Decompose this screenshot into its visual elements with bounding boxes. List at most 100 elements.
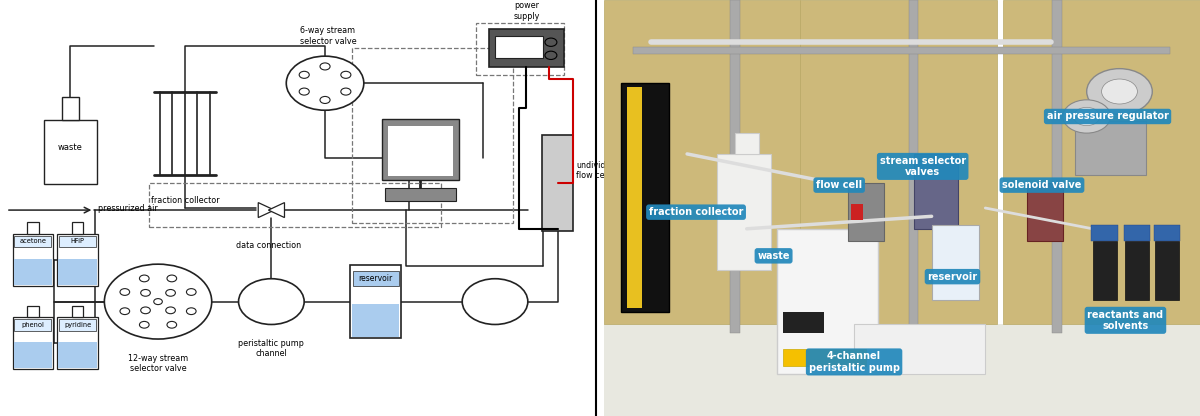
Bar	[1003, 0, 1200, 324]
Polygon shape	[269, 203, 284, 218]
Text: phenol: phenol	[22, 322, 44, 328]
Circle shape	[140, 290, 150, 296]
Bar	[26, 222, 38, 234]
Bar	[800, 0, 997, 324]
Polygon shape	[258, 203, 275, 218]
Bar	[854, 324, 985, 374]
Text: power
supply: power supply	[514, 1, 540, 21]
Circle shape	[186, 308, 196, 314]
Bar	[72, 305, 84, 317]
Text: reservoir: reservoir	[359, 274, 392, 283]
Bar	[782, 312, 824, 333]
Bar	[776, 229, 878, 374]
Bar	[1093, 241, 1116, 300]
Bar	[734, 133, 758, 154]
Bar	[13, 259, 52, 285]
Text: stream selector
valves: stream selector valves	[880, 156, 966, 177]
Text: data connection: data connection	[236, 241, 301, 250]
Bar	[12, 234, 53, 286]
Text: pyridine: pyridine	[64, 322, 91, 328]
Text: peristaltic pump
channel: peristaltic pump channel	[239, 339, 305, 359]
Bar	[1156, 241, 1180, 300]
Bar	[388, 126, 454, 176]
Circle shape	[1074, 107, 1100, 126]
Circle shape	[186, 289, 196, 295]
Bar	[628, 87, 642, 308]
Bar	[1075, 121, 1146, 175]
Text: solenoid valve: solenoid valve	[1002, 180, 1081, 190]
Bar	[931, 225, 979, 300]
Bar	[14, 235, 52, 247]
Bar	[1124, 225, 1151, 241]
Circle shape	[462, 279, 528, 324]
Text: 6-way stream
selector valve: 6-way stream selector valve	[300, 26, 356, 46]
Circle shape	[320, 97, 330, 104]
Circle shape	[154, 299, 162, 305]
Text: flow cell: flow cell	[816, 180, 863, 190]
Circle shape	[1087, 69, 1152, 114]
Circle shape	[167, 322, 176, 328]
Bar	[908, 0, 918, 333]
Bar	[476, 23, 564, 75]
Bar	[59, 259, 97, 285]
Circle shape	[287, 56, 364, 110]
Text: waste: waste	[58, 143, 83, 152]
Bar	[59, 235, 96, 247]
Text: reservoir: reservoir	[928, 272, 978, 282]
Bar	[1126, 241, 1150, 300]
Circle shape	[166, 307, 175, 314]
Text: HFiP: HFiP	[71, 238, 84, 245]
Bar	[59, 342, 97, 369]
Text: air pressure regulator: air pressure regulator	[1046, 111, 1169, 121]
Bar	[385, 188, 456, 201]
Bar	[149, 183, 442, 227]
Circle shape	[120, 308, 130, 314]
Text: 4-channel
peristaltic pump: 4-channel peristaltic pump	[809, 351, 900, 373]
Circle shape	[140, 307, 150, 314]
Bar	[1092, 225, 1117, 241]
Text: waste: waste	[757, 251, 790, 261]
Text: 12-way stream
selector valve: 12-way stream selector valve	[128, 354, 188, 373]
Bar	[542, 135, 574, 231]
Bar	[59, 319, 96, 330]
Circle shape	[120, 289, 130, 295]
Text: fraction collector: fraction collector	[150, 196, 220, 205]
Bar	[730, 0, 739, 333]
Bar	[353, 271, 398, 286]
Text: reactants and
solvents: reactants and solvents	[1087, 310, 1164, 331]
Bar	[604, 324, 1200, 416]
Bar	[490, 29, 564, 67]
Bar	[12, 317, 53, 369]
Bar	[352, 48, 512, 223]
Text: fraction collector: fraction collector	[649, 207, 743, 217]
Circle shape	[341, 88, 350, 95]
Text: acetone: acetone	[19, 238, 47, 245]
Bar	[14, 319, 52, 330]
Circle shape	[239, 279, 304, 324]
Bar	[26, 305, 38, 317]
Circle shape	[545, 38, 557, 46]
Bar	[43, 120, 97, 184]
Circle shape	[167, 275, 176, 282]
Bar	[1154, 225, 1181, 241]
Bar	[913, 154, 959, 229]
Circle shape	[299, 88, 310, 95]
Bar	[382, 119, 460, 180]
Bar	[1027, 183, 1063, 241]
Text: undivided
flow cell: undivided flow cell	[576, 161, 616, 180]
Bar	[1052, 0, 1062, 333]
Circle shape	[320, 63, 330, 70]
Bar	[350, 265, 401, 338]
Bar	[352, 304, 400, 337]
Circle shape	[139, 275, 149, 282]
Circle shape	[104, 264, 211, 339]
Bar	[851, 204, 863, 220]
Bar	[622, 83, 670, 312]
Circle shape	[341, 71, 350, 78]
Circle shape	[299, 71, 310, 78]
Bar	[58, 317, 98, 369]
Bar	[58, 234, 98, 286]
Bar	[782, 349, 866, 366]
Circle shape	[1102, 79, 1138, 104]
Circle shape	[166, 290, 175, 296]
